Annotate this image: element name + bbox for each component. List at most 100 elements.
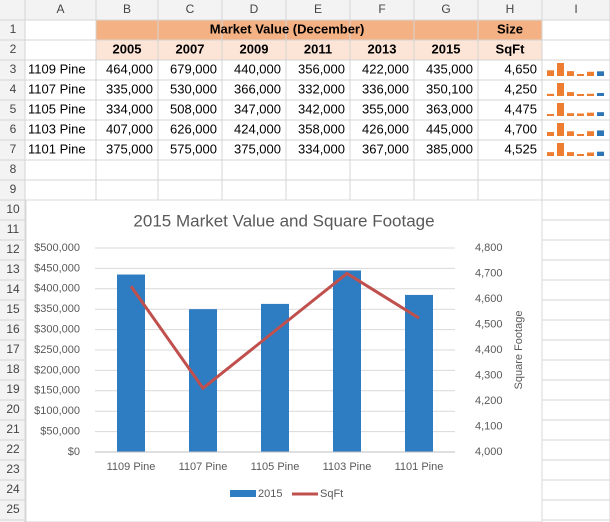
sparkline-bar: [567, 152, 574, 156]
y-tick-label: $250,000: [34, 344, 80, 356]
column-header: F: [378, 2, 385, 16]
sparkline-bar: [567, 113, 574, 116]
cell-value: 508,000: [170, 101, 217, 116]
y2-tick-label: 4,400: [475, 344, 503, 356]
cell-sqft: 4,700: [504, 121, 537, 136]
row-header: 15: [6, 302, 20, 316]
sparkline-bar: [577, 154, 584, 156]
row-label: 1105 Pine: [28, 101, 86, 116]
y-tick-label: $350,000: [34, 303, 80, 315]
row-header: 11: [7, 222, 20, 236]
cell-value: 363,000: [426, 101, 473, 116]
row-header: 20: [6, 402, 20, 416]
cell-value: 355,000: [362, 101, 409, 116]
cell-sqft: 4,650: [504, 61, 537, 76]
header-size: Size: [497, 21, 523, 36]
y-tick-label: $200,000: [34, 364, 80, 376]
cell-value: 350,100: [426, 81, 473, 96]
year-header: 2015: [432, 41, 461, 56]
header-band: [96, 20, 542, 40]
sparkline-bar: [587, 71, 594, 76]
cell-value: 358,000: [298, 121, 345, 136]
sparkline-bar: [577, 94, 584, 96]
cell-value: 424,000: [234, 121, 281, 136]
sparkline-bar: [567, 71, 574, 76]
row-header: 21: [6, 422, 20, 436]
row-label: 1103 Pine: [28, 121, 86, 136]
row-header-bar: [0, 0, 25, 522]
legend-label: 2015: [258, 488, 282, 500]
cell-value: 575,000: [170, 141, 217, 156]
sparkline-bar: [597, 112, 604, 116]
unit-header: SqFt: [496, 41, 526, 56]
y-tick-label: $450,000: [34, 262, 80, 274]
row-header: 18: [6, 362, 20, 376]
y2-tick-label: 4,500: [475, 318, 503, 330]
cell-value: 375,000: [234, 141, 281, 156]
sparkline-bar: [597, 130, 604, 136]
sparkline-bar: [547, 152, 554, 156]
row-header: 10: [6, 202, 20, 216]
sparkline-bar: [547, 93, 554, 96]
year-header: 2009: [240, 41, 269, 56]
year-header: 2005: [113, 41, 142, 56]
line: [129, 271, 420, 391]
x-tick-label: 1105 Pine: [251, 461, 300, 473]
legend-swatch: [230, 490, 256, 497]
row-label: 1107 Pine: [28, 81, 86, 96]
x-tick-label: 1101 Pine: [395, 461, 444, 473]
column-header-bar: [0, 0, 610, 20]
cell-value: 332,000: [298, 81, 345, 96]
cell-sqft: 4,250: [504, 81, 537, 96]
sparkline-bar: [587, 93, 594, 96]
y-tick-label: $0: [68, 446, 80, 458]
sparkline-bar: [587, 131, 594, 136]
cell-value: 422,000: [362, 61, 409, 76]
x-tick-label: 1103 Pine: [323, 461, 372, 473]
cell-value: 464,000: [106, 61, 153, 76]
cell-value: 385,000: [426, 141, 473, 156]
sparkline-bar: [547, 131, 554, 136]
row-header: 22: [6, 442, 20, 456]
cell-value: 347,000: [234, 101, 281, 116]
sparkline-bar: [597, 71, 604, 76]
row-label: 1109 Pine: [28, 61, 86, 76]
cell-value: 342,000: [298, 101, 345, 116]
y-tick-label: $150,000: [34, 385, 80, 397]
x-tick-label: 1107 Pine: [179, 461, 228, 473]
sparkline-bar: [557, 83, 564, 96]
row-header: 16: [6, 322, 20, 336]
row-header: 19: [6, 382, 20, 396]
cell-value: 336,000: [362, 81, 409, 96]
column-header: G: [441, 2, 450, 16]
cell-value: 334,000: [298, 141, 345, 156]
chart-title: 2015 Market Value and Square Footage: [133, 211, 434, 230]
column-header: E: [314, 2, 322, 16]
row-header: 8: [10, 162, 17, 176]
sparkline-bar: [587, 112, 594, 116]
bar: [261, 303, 289, 452]
y-tick-label: $100,000: [34, 405, 80, 417]
bar: [333, 270, 361, 452]
cell-value: 335,000: [106, 81, 153, 96]
sparkline-bar: [577, 74, 584, 76]
row-header: 2: [10, 42, 17, 56]
sparkline-bar: [597, 92, 604, 96]
y2-axis-title: Square Footage: [513, 311, 525, 390]
cell-sqft: 4,525: [504, 141, 537, 156]
year-header: 2007: [176, 41, 205, 56]
x-tick-label: 1109 Pine: [107, 461, 156, 473]
y-tick-label: $300,000: [34, 324, 80, 336]
column-header: I: [574, 2, 577, 16]
row-label: 1101 Pine: [28, 141, 86, 156]
sparkline-bar: [567, 131, 574, 136]
row-header: 23: [6, 462, 20, 476]
column-header: H: [506, 2, 515, 16]
sparkline-bar: [597, 151, 604, 156]
sparkline-bar: [557, 123, 564, 136]
bar: [117, 274, 145, 452]
y-tick-label: $50,000: [40, 426, 80, 438]
column-header: C: [186, 2, 195, 16]
sparkline-bar: [557, 63, 564, 76]
